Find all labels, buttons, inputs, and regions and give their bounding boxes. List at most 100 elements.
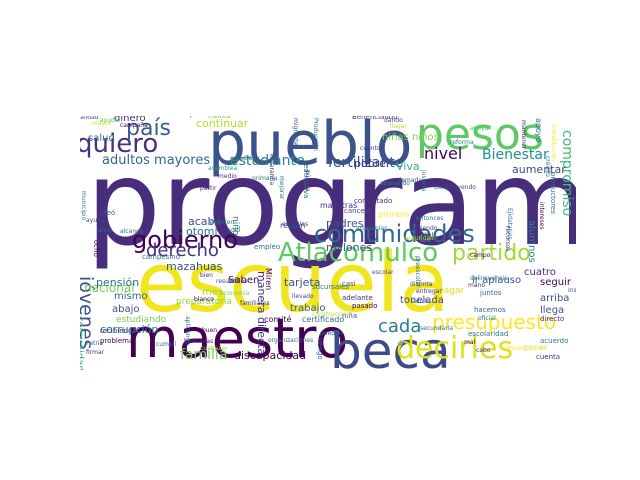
word-secundaria: secundaria xyxy=(420,325,454,332)
word-entregar: entregar xyxy=(416,288,442,295)
word-cuatro: cuatro xyxy=(524,267,556,278)
word-padres: padres xyxy=(326,217,364,230)
word-preparatoria: preparatoria xyxy=(176,297,232,307)
word-buen: buen xyxy=(202,327,218,334)
word-organizaciones: organizaciones xyxy=(268,337,314,344)
word-constitucion: Constitución xyxy=(550,124,557,162)
word-comunidades: comunidades xyxy=(314,220,475,248)
word-familiares: familiares xyxy=(240,300,270,307)
word-cumpli: cumplí xyxy=(156,341,177,348)
word-construccion: construcción xyxy=(312,311,351,318)
word-frijol: frijol xyxy=(420,232,434,239)
word-quiero: quiero xyxy=(80,129,159,159)
word-casi: casi xyxy=(342,280,356,288)
word-ninas-ninos: niñas niños xyxy=(382,132,439,143)
word-ayuda: ayuda xyxy=(86,217,105,224)
word-adelante: adelante xyxy=(342,294,373,302)
word-poner: poner xyxy=(524,343,548,352)
word-oficial: oficial xyxy=(478,315,496,322)
word-beca: beca xyxy=(330,322,451,370)
word-creo: creó xyxy=(100,209,116,217)
word-nino: niño xyxy=(230,216,240,236)
word-bien: bien xyxy=(200,272,213,279)
word-blanco: blanco xyxy=(194,296,214,303)
word-vengo: Vengo xyxy=(316,338,324,360)
word-aumentar: aumentar xyxy=(512,163,566,176)
word-escuela: escuela xyxy=(136,236,450,331)
word-pueden: pueden xyxy=(320,330,343,337)
word-manera-directa: manera directa xyxy=(255,271,268,356)
word-llevado: llevado xyxy=(292,293,314,300)
word-estudian: estudian xyxy=(230,155,256,162)
word-abajo: abajo xyxy=(112,304,140,315)
word-alumnos: alumnos xyxy=(526,220,537,263)
word-acuerdo: acuerdo xyxy=(540,337,569,345)
word-cuenta: cuenta xyxy=(536,353,561,361)
word-migrantes: migrantes xyxy=(292,118,299,149)
word-miren: Miren xyxy=(264,268,273,291)
word-pobre: pobre xyxy=(354,157,386,170)
word-pais: país xyxy=(126,116,172,141)
word-pueblo: pueblo xyxy=(208,116,413,179)
word-ir-aplauso: ir aplauso xyxy=(472,275,522,286)
word-comite: comité xyxy=(264,315,292,324)
word-credito: crédito xyxy=(544,156,551,177)
word-dinero: dinero xyxy=(114,116,146,124)
word-tonelada: tonelada xyxy=(400,295,444,306)
word-cuanto: cuanto xyxy=(360,145,381,152)
word-instituto: Instituto xyxy=(568,287,576,294)
word-garantia: garantía xyxy=(268,160,275,186)
word-mal: mal xyxy=(464,339,476,346)
word-juntos: juntos xyxy=(480,289,502,297)
word-viva: Viva xyxy=(396,160,420,173)
word-seguridad: seguridad xyxy=(404,235,434,242)
word-jovenes: jóvenes xyxy=(80,276,97,350)
word-decirles: decirles xyxy=(396,331,514,366)
word-preescolar: preescolar xyxy=(414,256,421,288)
word-recibiendo: recibiendo xyxy=(100,327,137,335)
word-campesino: campesino xyxy=(142,253,181,261)
word-pagar: pagar xyxy=(438,286,465,296)
word-primero: primero xyxy=(378,210,410,219)
word-de: dé xyxy=(398,340,406,347)
word-precio: Precio xyxy=(506,345,525,352)
word-familia: familia xyxy=(180,347,228,363)
word-certificado: certificado xyxy=(302,315,345,324)
word-dando: dando xyxy=(384,117,403,124)
word-entonces: entonces xyxy=(416,215,444,222)
word-escolar: escolar xyxy=(372,269,394,276)
word-ciclo: ciclo xyxy=(438,235,452,242)
word-bancarias: bancarias xyxy=(184,338,214,345)
word-seguir: seguir xyxy=(540,277,571,288)
word-pesos: pesos xyxy=(416,116,544,160)
word-ocho: ocho xyxy=(92,240,100,257)
word-campana: campaña xyxy=(120,122,148,129)
word-adultos-mayores: adultos mayores xyxy=(102,153,211,168)
word-beneficiando: Beneficiando xyxy=(352,116,398,121)
word-justicia: justicia xyxy=(420,170,427,192)
word-medio: medio xyxy=(218,173,237,180)
word-compromiso: compromiso xyxy=(559,130,575,217)
word-apoyar: apoyar xyxy=(470,125,491,132)
word-cabo: cabo xyxy=(476,347,491,354)
word-nacional: nacional xyxy=(84,281,135,295)
word-mejorar: mejorar xyxy=(278,176,285,200)
word-region: región xyxy=(280,221,306,230)
word-pension: pensión xyxy=(96,276,140,289)
word-ayudar: ayudar xyxy=(100,117,121,124)
word-corrupcion: corrupción xyxy=(100,323,159,336)
word-continuar: continuar xyxy=(196,117,249,130)
word-mayor: mayor xyxy=(92,120,112,127)
word-reforma: reforma xyxy=(450,139,474,146)
word-mazahuas: mazahuas xyxy=(166,260,223,273)
word-comunidades-indigenas: comunidades indígenas xyxy=(80,316,85,370)
word-llegar: llegar xyxy=(390,123,407,130)
word-pasado: pasado xyxy=(352,302,378,310)
word-economia: economía xyxy=(220,290,250,297)
word-tarjeta: tarjeta xyxy=(284,276,321,289)
word-resultados: resultados xyxy=(216,278,248,285)
word-educativa: educativa xyxy=(302,164,310,199)
word-ejidatarios: Ejidatarios xyxy=(506,208,513,240)
word-millones: millones xyxy=(326,241,373,254)
